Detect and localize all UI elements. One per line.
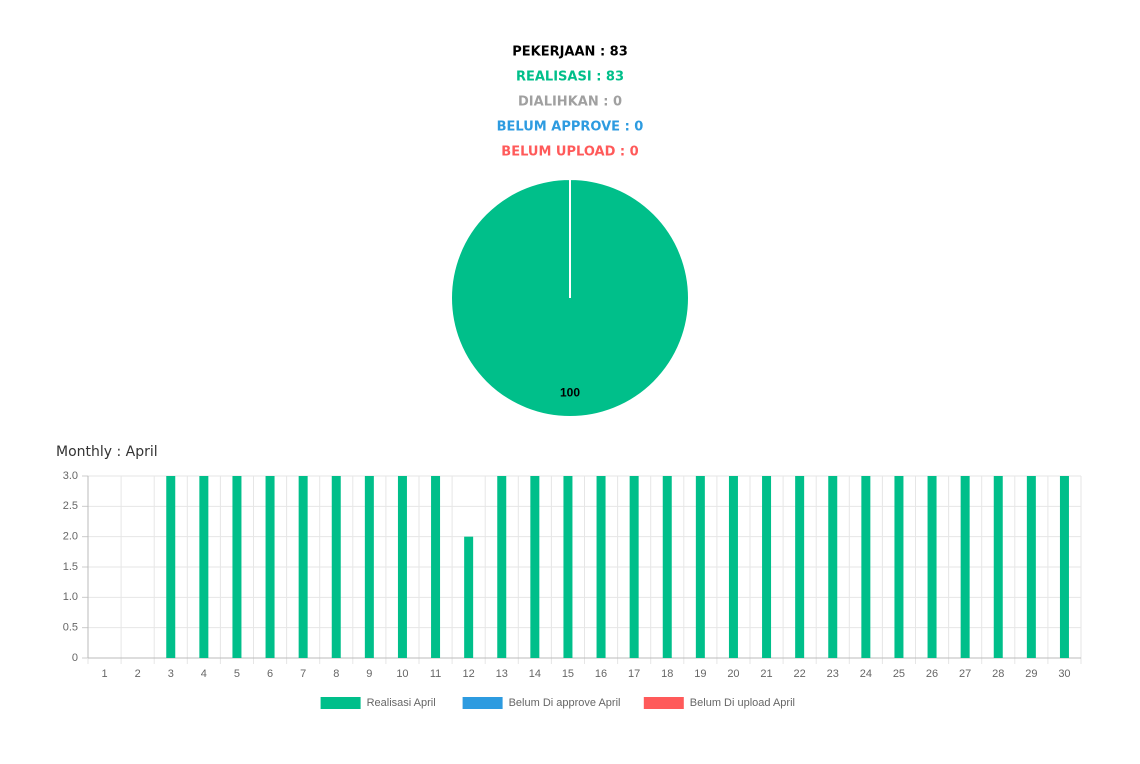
bar [927,476,937,658]
x-tick-label: 7 [300,668,306,680]
y-tick-label: 3.0 [63,470,78,482]
x-tick-label: 9 [366,668,372,680]
x-tick-label: 29 [1025,668,1037,680]
x-tick-label: 20 [727,668,739,680]
x-tick-label: 8 [333,668,339,680]
bar [662,476,672,658]
x-tick-label: 19 [694,668,706,680]
y-tick-label: 2.5 [63,500,78,512]
x-tick-label: 17 [628,668,640,680]
x-tick-label: 5 [234,668,240,680]
bar [861,476,871,658]
legend-swatch [320,697,361,709]
x-tick-label: 3 [168,668,174,680]
bar [397,476,407,658]
x-tick-label: 1 [101,668,107,680]
x-tick-label: 18 [661,668,673,680]
bar [331,476,341,658]
summary-line: REALISASI : 83 [516,70,624,85]
bar [795,476,805,658]
bar [298,476,308,658]
summary-line: PEKERJAAN : 83 [512,45,628,60]
bar-title: Monthly : April [56,444,158,460]
x-tick-label: 23 [827,668,839,680]
legend-swatch [462,697,503,709]
bar [166,476,176,658]
bar [563,476,573,658]
bar [1059,476,1069,658]
bar [199,476,209,658]
y-tick-label: 2.0 [63,531,78,543]
y-tick-label: 0 [72,652,78,664]
bar [232,476,242,658]
y-tick-label: 1.5 [63,561,78,573]
bar [894,476,904,658]
x-tick-label: 30 [1058,668,1070,680]
bar [596,476,606,658]
x-tick-label: 14 [529,668,541,680]
bar [464,536,474,658]
bar [960,476,970,658]
y-tick-label: 1.0 [63,591,78,603]
legend-label: Belum Di approve April [509,697,621,709]
x-tick-label: 27 [959,668,971,680]
bar [497,476,507,658]
x-tick-label: 13 [496,668,508,680]
x-tick-label: 26 [926,668,938,680]
x-tick-label: 24 [860,668,872,680]
x-tick-label: 2 [135,668,141,680]
legend-swatch [643,697,684,709]
x-tick-label: 22 [794,668,806,680]
bar [364,476,374,658]
y-tick-label: 0.5 [63,622,78,634]
pie-label: 100 [560,385,580,399]
bar [629,476,639,658]
x-tick-label: 16 [595,668,607,680]
x-tick-label: 6 [267,668,273,680]
bar [1026,476,1036,658]
bar [265,476,275,658]
legend-label: Realisasi April [367,697,436,709]
pie-slice [450,177,690,419]
x-tick-label: 10 [396,668,408,680]
x-tick-label: 21 [760,668,772,680]
summary-line: BELUM UPLOAD : 0 [501,145,638,160]
bar [993,476,1003,658]
bar [828,476,838,658]
bar [728,476,738,658]
x-tick-label: 11 [430,668,441,680]
x-tick-label: 25 [893,668,905,680]
summary-line: BELUM APPROVE : 0 [497,120,644,135]
bar [762,476,772,658]
bar [530,476,540,658]
x-tick-label: 15 [562,668,574,680]
summary-line: DIALIHKAN : 0 [518,95,622,110]
bar [695,476,705,658]
x-tick-label: 4 [201,668,207,680]
bar [431,476,441,658]
legend-label: Belum Di upload April [690,697,795,709]
x-tick-label: 28 [992,668,1004,680]
x-tick-label: 12 [463,668,475,680]
